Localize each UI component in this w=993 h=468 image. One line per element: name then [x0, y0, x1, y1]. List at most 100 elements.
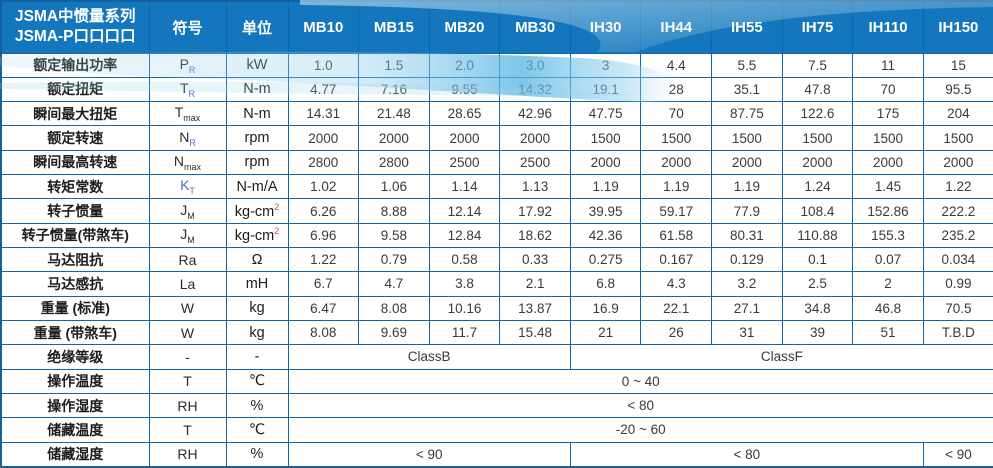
unit-text: kg: [249, 300, 265, 317]
value-cell: 2.0: [428, 52, 501, 78]
row-label: 储藏温度: [0, 417, 150, 443]
table-header: JSMA中惯量系列 JSMA-P口口口口 符号 单位 MB10 MB15 MB20 M…: [0, 0, 993, 54]
column-header-unit: 单位: [225, 0, 289, 54]
merged-value-cell: ClassF: [569, 344, 993, 370]
value-cell: 8.08: [287, 319, 360, 346]
value-cell: 0.129: [711, 246, 783, 273]
value-cell: 6.96: [287, 222, 360, 249]
symbol-subscript: R: [188, 64, 196, 75]
value-cell: 77.9: [711, 198, 783, 224]
value-cell: 31: [711, 319, 783, 346]
row-symbol: NR: [148, 125, 227, 151]
value-cell: 11: [852, 52, 924, 78]
value-cell: 6.26: [287, 198, 360, 224]
value-cell: 70: [640, 101, 713, 127]
value-cell: 9.55: [428, 76, 501, 103]
column-header-symbol: 符号: [148, 0, 227, 54]
value-cell: 80.31: [711, 222, 783, 249]
symbol-subscript: M: [187, 210, 195, 221]
value-cell: 1.14: [428, 174, 501, 200]
column-header-model: MB10: [287, 0, 360, 54]
value-cell: 42.36: [569, 222, 642, 249]
value-cell: 1.5: [358, 52, 430, 78]
value-cell: 39: [781, 319, 854, 346]
table-row: 马达感抗 La mH 6.7 4.7 3.8 2.1 6.8 4.3 3.2 2.5 2 0.99: [0, 271, 993, 297]
symbol-base: RH: [177, 446, 198, 463]
value-cell: 21.48: [358, 101, 430, 127]
row-symbol: Tmax: [148, 101, 227, 127]
row-unit: kW: [225, 52, 289, 78]
symbol-base: W: [180, 300, 195, 317]
row-symbol: KT: [148, 174, 227, 200]
value-cell: 6.7: [287, 271, 360, 297]
value-cell: 22.1: [640, 295, 713, 321]
value-cell: 6.8: [569, 271, 642, 297]
value-cell: 4.77: [287, 76, 360, 103]
symbol-subscript: max: [184, 161, 202, 172]
symbol-subscript: T: [189, 186, 195, 197]
value-cell: 2800: [358, 149, 430, 176]
row-unit: mH: [225, 271, 289, 297]
unit-text: kg: [249, 324, 265, 341]
symbol-base: J: [180, 225, 188, 242]
value-cell: 204: [922, 101, 993, 127]
row-label: 额定扭矩: [0, 76, 150, 103]
header-row: JSMA中惯量系列 JSMA-P口口口口 符号 单位 MB10 MB15 MB20 M…: [0, 0, 993, 54]
value-cell: 10.16: [428, 295, 501, 321]
row-label: 马达感抗: [0, 271, 150, 297]
value-cell: 3.8: [428, 271, 501, 297]
value-cell: 16.9: [569, 295, 642, 321]
value-cell: 1.19: [569, 174, 642, 200]
unit-text: N-m/A: [236, 178, 278, 195]
row-symbol: W: [148, 319, 227, 346]
table-row: 转子惯量(带煞车) JM kg-cm2 6.96 9.58 12.84 18.62 42.36…: [0, 222, 993, 249]
value-cell: 70: [852, 76, 924, 103]
table-row: 额定输出功率 PR kW 1.0 1.5 2.0 3.0 3 4.4 5.5 7.5 11 15: [0, 52, 993, 78]
row-unit: Ω: [225, 246, 289, 273]
row-label: 转矩常数: [0, 174, 150, 200]
row-label: 重量 (标准): [0, 295, 150, 321]
table-row: 瞬间最大扭矩 Tmax N-m 14.31 21.48 28.65 42.96 47.75 70…: [0, 101, 993, 127]
value-cell: 3.0: [499, 52, 571, 78]
symbol-subscript: R: [189, 137, 196, 148]
row-symbol: Ra: [148, 246, 227, 273]
symbol-base: W: [180, 324, 195, 341]
value-cell: 35.1: [711, 76, 783, 103]
merged-value-cell: < 80: [569, 441, 924, 468]
table-row: 转子惯量 JM kg-cm2 6.26 8.88 12.14 17.92 39.95 59.17…: [0, 198, 993, 224]
value-cell: 34.8: [781, 295, 854, 321]
row-unit: ℃: [225, 368, 289, 394]
value-cell: 152.86: [852, 198, 924, 224]
value-cell: 7.16: [358, 76, 430, 103]
row-unit: N-m: [225, 101, 289, 127]
value-cell: 14.31: [287, 101, 360, 127]
column-header-model: IH55: [711, 0, 783, 54]
value-cell: 1.22: [922, 174, 993, 200]
symbol-base: N: [179, 128, 190, 145]
unit-text: kg-cm: [234, 228, 275, 245]
value-cell: 1500: [640, 125, 713, 151]
value-cell: 1.13: [499, 174, 571, 200]
table-row: 操作温度 T ℃ 0 ~ 40: [0, 368, 993, 394]
table-row: 储藏温度 T ℃ -20 ~ 60: [0, 417, 993, 443]
row-label: 瞬间最大扭矩: [0, 101, 150, 127]
row-unit: N-m: [225, 76, 289, 103]
value-cell: 0.99: [922, 271, 993, 297]
value-cell: 12.14: [428, 198, 501, 224]
row-label: 额定转速: [0, 125, 150, 151]
value-cell: 2: [852, 271, 924, 297]
unit-text: %: [250, 397, 264, 414]
value-cell: 46.8: [852, 295, 924, 321]
value-cell: 175: [852, 101, 924, 127]
value-cell: 1.22: [287, 246, 360, 273]
unit-text: %: [250, 446, 264, 463]
value-cell: 51: [852, 319, 924, 346]
symbol-base: N: [173, 153, 185, 169]
value-cell: 28.65: [428, 101, 501, 127]
value-cell: 19.1: [569, 76, 642, 103]
value-cell: 17.92: [499, 198, 571, 224]
unit-superscript: 2: [274, 226, 280, 237]
symbol-base: Ra: [178, 251, 197, 268]
value-cell: 15.48: [499, 319, 571, 346]
